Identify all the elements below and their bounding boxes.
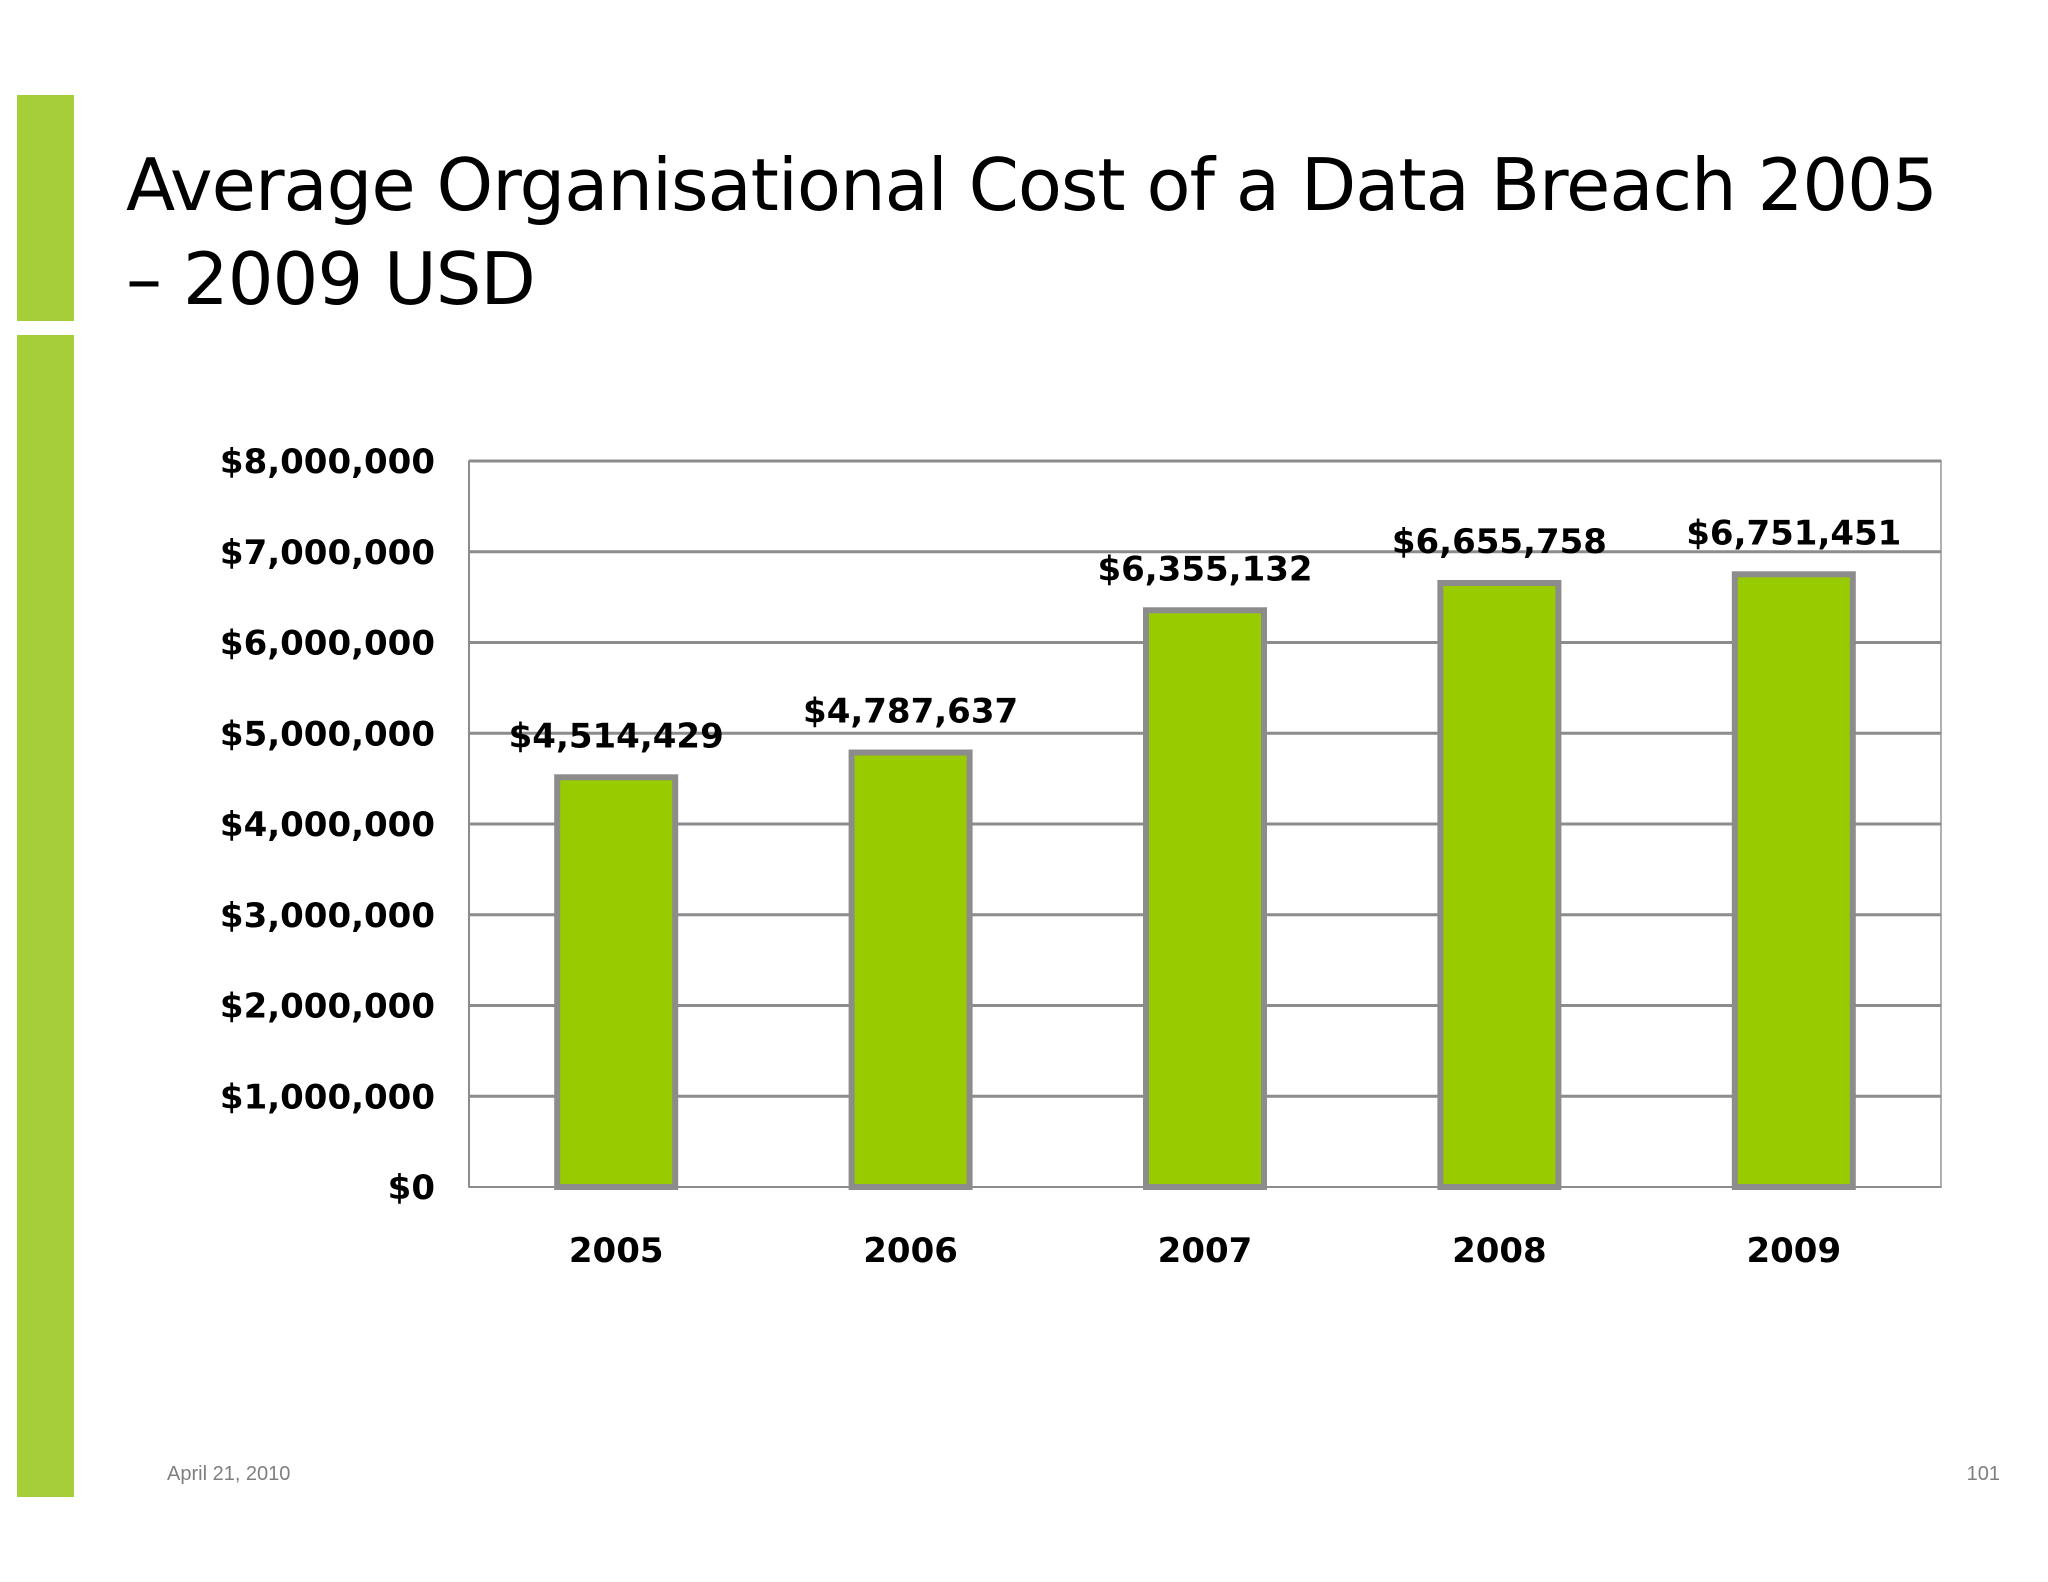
y-tick-label-0: $0 bbox=[388, 1168, 435, 1208]
bar-2009 bbox=[1731, 571, 1856, 1190]
bar-2005 bbox=[554, 774, 679, 1190]
data-label-2009: $6,751,451 bbox=[1686, 513, 1901, 553]
x-tick-label-2005: 2005 bbox=[569, 1231, 664, 1271]
y-tick-label-4: $4,000,000 bbox=[220, 805, 435, 845]
x-tick-label-2008: 2008 bbox=[1452, 1231, 1547, 1271]
y-tick-label-6: $6,000,000 bbox=[220, 624, 435, 664]
x-tick-label-2009: 2009 bbox=[1746, 1231, 1841, 1271]
accent-bar-bottom bbox=[17, 335, 74, 1497]
y-tick-label-2: $2,000,000 bbox=[220, 987, 435, 1027]
accent-bar-top bbox=[17, 95, 74, 321]
data-label-2007: $6,355,132 bbox=[1097, 549, 1312, 589]
bar-2006 bbox=[848, 749, 973, 1191]
data-label-2008: $6,655,758 bbox=[1392, 522, 1607, 562]
y-tick-label-5: $5,000,000 bbox=[220, 714, 435, 754]
bar-2008 bbox=[1437, 579, 1562, 1190]
bar-2007 bbox=[1143, 607, 1267, 1190]
data-label-2005: $4,514,429 bbox=[509, 716, 724, 756]
data-label-2006: $4,787,637 bbox=[803, 692, 1018, 732]
y-tick-label-3: $3,000,000 bbox=[220, 896, 435, 936]
x-tick-label-2007: 2007 bbox=[1158, 1231, 1253, 1271]
slide-title: Average Organisational Cost of a Data Br… bbox=[126, 143, 1938, 321]
y-tick-label-8: $8,000,000 bbox=[220, 442, 435, 482]
y-tick-label-7: $7,000,000 bbox=[220, 533, 435, 573]
page-number: 101 bbox=[1966, 1463, 2000, 1485]
footer-date: April 21, 2010 bbox=[167, 1463, 291, 1485]
x-tick-label-2006: 2006 bbox=[863, 1231, 958, 1271]
y-tick-label-1: $1,000,000 bbox=[220, 1077, 435, 1117]
